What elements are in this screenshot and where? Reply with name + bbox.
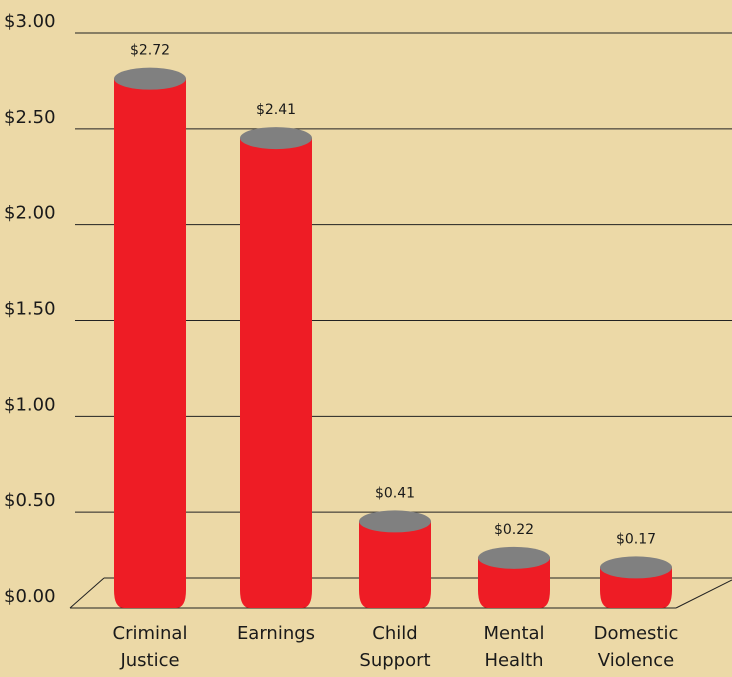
bar-body bbox=[240, 138, 312, 609]
bar bbox=[478, 546, 550, 608]
y-tick-label: $3.00 bbox=[4, 11, 56, 32]
value-label: $0.41 bbox=[375, 485, 415, 501]
x-tick-label: Mental Health bbox=[483, 623, 544, 671]
x-tick-label: Domestic Violence bbox=[594, 623, 679, 671]
bar-top bbox=[240, 127, 312, 150]
bar bbox=[600, 556, 672, 608]
bar-body bbox=[600, 567, 672, 608]
y-tick-label: $0.00 bbox=[4, 586, 56, 607]
bar-body bbox=[359, 521, 431, 608]
value-label: $2.41 bbox=[256, 102, 296, 118]
value-label: $2.72 bbox=[130, 43, 170, 59]
bar bbox=[114, 67, 186, 608]
bar-body bbox=[478, 557, 550, 608]
value-label: $0.17 bbox=[616, 531, 656, 547]
floor-edge bbox=[675, 579, 732, 609]
bar-top bbox=[600, 556, 672, 579]
floor-edge bbox=[69, 577, 105, 609]
x-tick-label: Earnings bbox=[237, 623, 315, 644]
bar-top bbox=[359, 510, 431, 533]
bar-top bbox=[478, 546, 550, 569]
y-tick-label: $0.50 bbox=[4, 490, 56, 511]
bar bbox=[240, 127, 312, 609]
y-tick-label: $2.50 bbox=[4, 107, 56, 128]
y-tick-label: $1.50 bbox=[4, 299, 56, 320]
y-tick-label: $1.00 bbox=[4, 394, 56, 415]
bar-body bbox=[114, 78, 186, 608]
value-label: $0.22 bbox=[494, 522, 534, 538]
x-tick-label: Child Support bbox=[359, 623, 430, 671]
x-tick-label: Criminal Justice bbox=[113, 623, 188, 671]
y-tick-label: $2.00 bbox=[4, 203, 56, 224]
bar-top bbox=[114, 67, 186, 90]
bar bbox=[359, 510, 431, 608]
